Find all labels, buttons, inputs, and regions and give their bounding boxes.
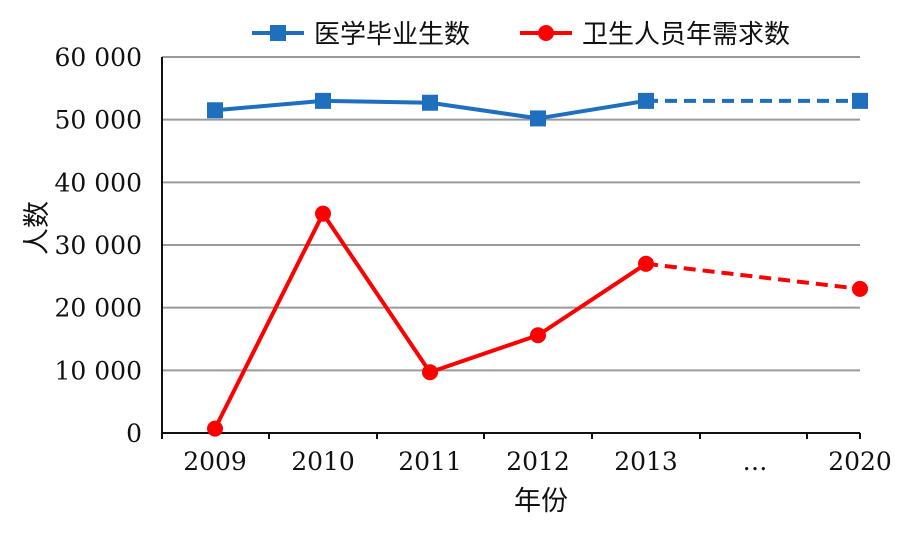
y-tick-label: 20 000 [55,294,142,323]
data-point-square [422,94,438,111]
data-point-circle [207,420,223,437]
data-point-square [207,102,223,119]
series-line-projected [645,261,861,291]
y-tick-label: 30 000 [55,231,142,260]
x-tick-label: 2013 [614,447,678,476]
data-point-circle [315,205,331,222]
x-axis-title: 年份 [514,486,568,517]
data-point-circle [638,255,654,272]
data-point-square [852,92,868,109]
data-point-circle [852,280,868,297]
y-axis-title: 人数 [22,201,53,255]
x-tick-label: 2009 [183,447,247,476]
legend-label-demand: 卫生人员年需求数 [582,20,790,50]
legend-marker-graduates [270,25,286,41]
grid-lines [162,56,860,372]
legend-marker-demand [538,25,554,41]
x-tick-labels: 2009 2010 2011 2012 2013 … 2020 [183,447,892,476]
data-point-circle [530,327,546,344]
axes [161,57,861,439]
legend: 医学毕业生数 卫生人员年需求数 [252,20,790,50]
data-point-square [638,92,654,109]
legend-label-graduates: 医学毕业生数 [314,20,470,50]
y-tick-label: 10 000 [55,356,142,385]
y-tick-label: 0 [126,419,142,448]
y-tick-label: 60 000 [55,43,142,72]
y-tick-label: 50 000 [55,106,142,135]
y-tick-labels: 0 10 000 20 000 30 000 40 000 50 000 60 000 [55,43,142,448]
x-tick-label: 2020 [828,447,892,476]
x-tick-label: 2010 [291,447,355,476]
data-point-square [315,92,331,109]
x-tick-label: 2012 [506,447,570,476]
data-point-circle [422,364,438,381]
series [207,92,868,437]
x-tick-label: 2011 [398,447,462,476]
x-tick-label: … [743,447,768,476]
data-point-square [530,110,546,127]
y-tick-label: 40 000 [55,168,142,197]
